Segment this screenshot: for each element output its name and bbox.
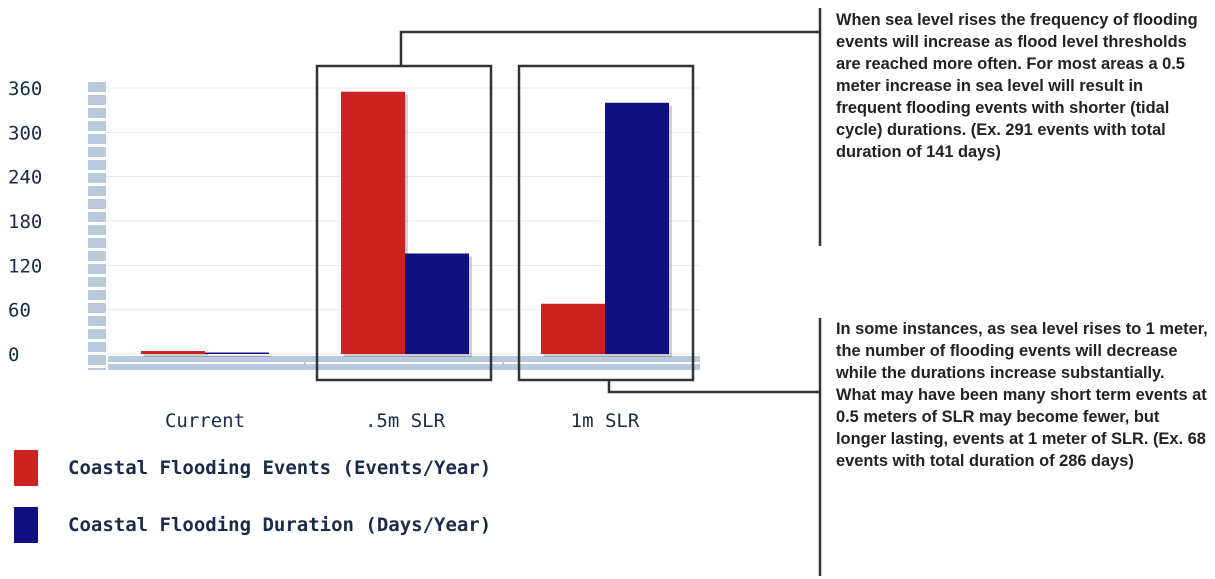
callout-line-top bbox=[399, 30, 820, 66]
y-tick-label: 120 bbox=[8, 255, 42, 277]
category-label: .5m SLR bbox=[365, 410, 446, 432]
legend-swatch-events bbox=[14, 450, 38, 486]
y-tick-label: 360 bbox=[8, 78, 42, 100]
annotation-top: When sea level rises the frequency of fl… bbox=[836, 11, 1198, 161]
y-tick-label: 0 bbox=[8, 344, 19, 366]
bar-events bbox=[541, 303, 605, 354]
bar-events bbox=[141, 351, 205, 354]
legend-label-duration: Coastal Flooding Duration (Days/Year) bbox=[68, 514, 492, 536]
callouts bbox=[315, 8, 822, 576]
bars bbox=[141, 91, 672, 358]
bar-events bbox=[341, 91, 405, 354]
bar-shadow bbox=[144, 354, 208, 357]
bar-shadow bbox=[208, 355, 272, 357]
bar-duration bbox=[405, 253, 469, 354]
annotation-bottom: In some instances, as sea level rises to… bbox=[836, 320, 1208, 470]
bar-duration bbox=[205, 352, 269, 354]
y-tick-label: 60 bbox=[8, 300, 31, 322]
highlight-box-one-meter bbox=[517, 64, 695, 382]
y-tick-label: 240 bbox=[8, 167, 42, 189]
labels: 360 300 240 180 120 60 0 Current .5m SLR 1m SLR bbox=[8, 78, 640, 432]
legend-item-duration: Coastal Flooding Duration (Days/Year) bbox=[14, 505, 654, 545]
highlight-box-half-meter bbox=[315, 64, 493, 382]
legend-swatch-duration bbox=[14, 507, 38, 543]
callout-line-bottom bbox=[607, 380, 820, 394]
y-tick-label: 180 bbox=[8, 211, 42, 233]
category-label: 1m SLR bbox=[571, 410, 640, 432]
category-label: Current bbox=[165, 410, 245, 432]
bar-duration bbox=[605, 102, 669, 355]
legend-item-events: Coastal Flooding Events (Events/Year) bbox=[14, 448, 654, 488]
y-tick-label: 300 bbox=[8, 122, 42, 144]
axes bbox=[88, 82, 700, 370]
legend-label-events: Coastal Flooding Events (Events/Year) bbox=[68, 457, 492, 479]
